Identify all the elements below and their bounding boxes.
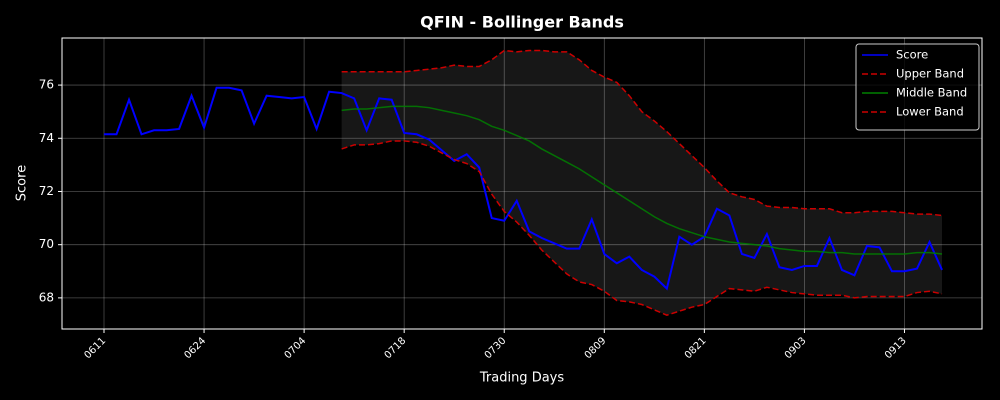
series-line	[341, 140, 943, 316]
x-tick-label: 0913	[883, 335, 909, 361]
series-line	[341, 49, 943, 217]
chart-title: QFIN - Bollinger Bands	[420, 13, 624, 32]
x-tick-label: 0718	[383, 335, 409, 361]
plot-frame	[61, 37, 983, 330]
x-tick-label: 0704	[283, 335, 309, 361]
y-tick-label: 74	[39, 131, 54, 145]
y-tick-label: 72	[39, 184, 54, 198]
band-fill	[341, 50, 942, 316]
y-axis-label: Score	[15, 165, 30, 201]
x-tick-label: 0730	[483, 335, 509, 361]
x-tick-label: 0903	[783, 335, 809, 361]
y-tick-label: 68	[39, 290, 54, 304]
legend-box	[855, 43, 980, 131]
x-axis-label: Trading Days	[479, 371, 564, 386]
x-tick-label: 0809	[583, 335, 609, 361]
x-tick-label: 0611	[82, 335, 108, 361]
series-line	[341, 105, 943, 255]
legend-label: Score	[896, 48, 928, 62]
x-tick-label: 0624	[183, 335, 209, 361]
plot-area	[62, 38, 982, 329]
series-line	[104, 86, 943, 291]
x-tick-label: 0821	[683, 335, 709, 361]
legend: Score Upper Band Middle Band Lower Band	[855, 43, 980, 131]
legend-label: Lower Band	[896, 105, 964, 119]
y-tick-label: 70	[39, 237, 54, 251]
legend-label: Upper Band	[896, 67, 964, 81]
legend-label: Middle Band	[896, 86, 967, 100]
y-tick-label: 76	[39, 78, 54, 92]
